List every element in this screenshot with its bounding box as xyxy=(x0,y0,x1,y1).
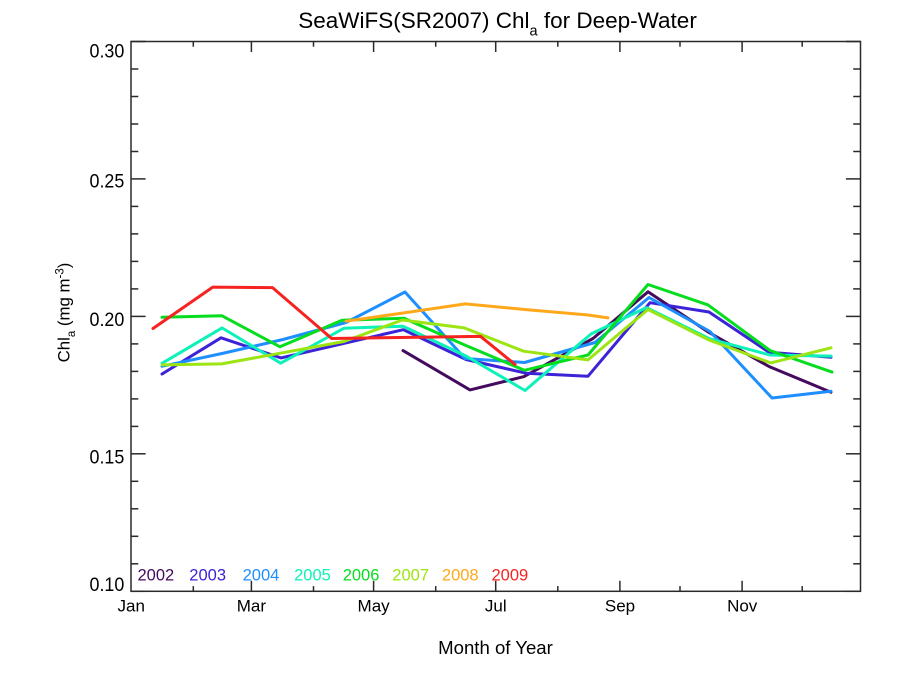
svg-text:2006: 2006 xyxy=(343,567,380,585)
svg-text:Sep: Sep xyxy=(605,596,635,615)
svg-text:0.15: 0.15 xyxy=(90,447,125,468)
svg-text:2002: 2002 xyxy=(138,567,175,585)
svg-text:0.20: 0.20 xyxy=(90,310,125,331)
svg-text:May: May xyxy=(358,596,391,615)
svg-text:2004: 2004 xyxy=(243,567,280,585)
svg-text:2007: 2007 xyxy=(392,567,429,585)
svg-text:2003: 2003 xyxy=(189,567,226,585)
svg-text:Mar: Mar xyxy=(237,596,267,615)
svg-text:Jul: Jul xyxy=(485,596,507,615)
svg-text:2009: 2009 xyxy=(492,567,529,585)
svg-text:Chla (mg m-3): Chla (mg m-3) xyxy=(55,263,79,363)
svg-text:0.10: 0.10 xyxy=(90,575,125,596)
svg-text:2005: 2005 xyxy=(294,567,331,585)
svg-text:Nov: Nov xyxy=(727,596,758,615)
svg-text:Jan: Jan xyxy=(117,596,144,615)
svg-text:0.30: 0.30 xyxy=(90,41,125,62)
svg-text:Month of Year: Month of Year xyxy=(438,637,553,658)
svg-text:0.25: 0.25 xyxy=(90,172,125,193)
svg-text:2008: 2008 xyxy=(442,567,479,585)
